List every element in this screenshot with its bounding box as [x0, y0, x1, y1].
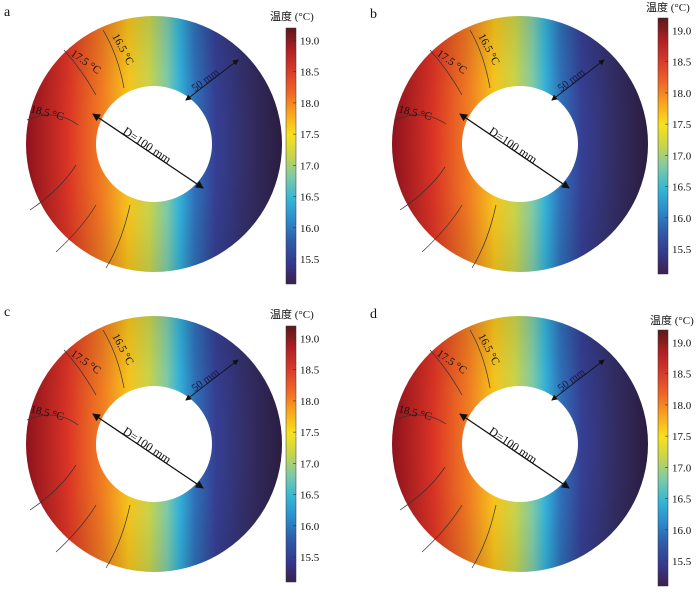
colorbar-tick-label: 15.5 — [300, 552, 320, 564]
thickness-arrow — [185, 59, 239, 101]
panel-letter: a — [4, 5, 11, 20]
colorbar-tick-label: 16.0 — [300, 223, 320, 235]
isotherm-18.5-upper — [26, 114, 79, 126]
colorbar-tick-label: 18.5 — [672, 369, 692, 381]
isotherm-17.5-lower — [55, 504, 97, 553]
colorbar-tick-label: 18.0 — [300, 396, 320, 408]
colorbar-tick-label: 18.5 — [300, 365, 320, 377]
diameter-arrow — [92, 413, 204, 489]
panel-letter: d — [370, 307, 377, 322]
panel-letter: b — [370, 7, 377, 22]
colorbar-scale — [657, 329, 669, 587]
isotherm-17.5-upper — [429, 349, 463, 396]
colorbar-title: 温度 (°C) — [650, 313, 694, 327]
diameter-arrow — [459, 413, 570, 489]
isotherm-18.5-upper — [394, 114, 447, 125]
colorbar-tick-label: 17.0 — [672, 462, 692, 474]
colorbar-tick-label: 15.5 — [672, 556, 692, 568]
isotherm-16.5-lower — [471, 204, 497, 269]
isotherm-17.5-lower — [421, 504, 463, 553]
isotherm-16.5-lower — [471, 504, 497, 569]
panel-a: a 18.5 °C 17.5 °C 16.5 °C D=100 mm 50 mm — [4, 5, 283, 272]
colorbar-tick-label: 17.5 — [300, 129, 320, 141]
panel-letter: c — [4, 305, 10, 320]
isotherm-17.5-lower — [421, 204, 463, 253]
colorbar-tick-label: 19.0 — [300, 333, 320, 345]
colorbar-tick-label: 16.0 — [672, 525, 692, 537]
colorbar-tick-label: 18.5 — [300, 67, 320, 79]
colorbar-tick-label: 16.0 — [672, 213, 692, 225]
isotherm-18.5-lower — [399, 466, 446, 511]
colorbar-scale — [285, 325, 297, 583]
colorbar-tick-label: 18.0 — [300, 98, 320, 110]
thickness-arrow — [551, 359, 605, 401]
isotherm-lines — [394, 329, 497, 569]
isotherm-18.5-lower — [29, 164, 77, 211]
colorbar-tick-label: 19.0 — [672, 25, 692, 37]
panel-c: c 18.5 °C 17.5 °C 16.5 °C D=100 mm 50 mm — [4, 305, 283, 572]
colorbar-tick-label: 17.0 — [300, 458, 320, 470]
isotherm-18.5-lower — [29, 464, 77, 511]
colorbar-scale — [657, 17, 669, 275]
colorbar-tick-label: 17.5 — [672, 119, 692, 131]
thickness-arrow — [551, 59, 605, 101]
isotherm-lines — [394, 29, 497, 269]
colorbar-tick-label: 16.5 — [672, 494, 692, 506]
isotherm-18.5-upper — [394, 414, 447, 425]
colorbar-tick-label: 16.5 — [672, 182, 692, 194]
isotherm-17.5-upper — [63, 349, 97, 396]
colorbar-tick-label: 15.5 — [300, 254, 320, 266]
isotherm-16.5-upper — [469, 329, 491, 389]
colorbar-tick-label: 18.5 — [672, 57, 692, 69]
isotherm-18.5-upper — [26, 414, 79, 426]
isotherm-16.5-lower — [105, 204, 131, 269]
colorbar-tick-label: 17.5 — [300, 427, 320, 439]
colorbar-a: 温度 (°C) 19.0 18.5 18.0 17.5 17.0 16.5 16.0 15.5 — [270, 9, 320, 285]
colorbar-scale — [285, 27, 297, 285]
colorbar-tick-label: 16.5 — [300, 192, 320, 204]
diameter-label: D=100 mm — [486, 124, 540, 167]
colorbar-title: 温度 (°C) — [270, 9, 314, 23]
isotherm-16.5-lower — [105, 504, 131, 569]
colorbar-tick-label: 18.0 — [672, 88, 692, 100]
colorbar-title: 温度 (°C) — [646, 0, 690, 14]
colorbar-tick-label: 16.0 — [300, 521, 320, 533]
diameter-arrow — [92, 113, 204, 189]
colorbar-tick-label: 17.0 — [300, 160, 320, 172]
isotherm-16.5-upper — [102, 29, 125, 89]
diameter-arrow — [459, 113, 570, 189]
colorbar-title: 温度 (°C) — [270, 307, 314, 321]
colorbar-c: 温度 (°C) 19.0 18.5 18.0 17.5 17.0 16.5 16.0 15.5 — [270, 307, 320, 583]
diameter-label: D=100 mm — [120, 124, 174, 167]
panel-b: b 18.5 °C 17.5 °C 16.5 °C D=100 mm 50 mm — [370, 7, 649, 272]
colorbar-tick-label: 19.0 — [672, 337, 692, 349]
colorbar-tick-label: 19.0 — [300, 35, 320, 47]
isotherm-16.5-upper — [102, 329, 125, 389]
isotherm-18.5-lower — [399, 166, 446, 211]
diameter-label: D=100 mm — [120, 424, 174, 467]
isotherm-17.5-upper — [429, 49, 463, 96]
colorbar-tick-label: 15.5 — [672, 244, 692, 256]
isotherm-lines — [26, 329, 131, 569]
isotherm-17.5-upper — [63, 49, 97, 96]
isotherm-lines — [26, 29, 131, 269]
colorbar-tick-label: 16.5 — [300, 490, 320, 502]
colorbar-tick-label: 18.0 — [672, 400, 692, 412]
colorbar-d: 温度 (°C) 19.0 18.5 18.0 17.5 17.0 16.5 16.0 15.5 — [650, 313, 694, 587]
colorbar-b: 温度 (°C) 19.0 18.5 18.0 17.5 17.0 16.5 16.0 15.5 — [646, 0, 692, 275]
colorbar-tick-label: 17.0 — [672, 150, 692, 162]
diameter-label: D=100 mm — [486, 424, 540, 467]
isotherm-16.5-upper — [469, 29, 491, 89]
colorbar-tick-label: 17.5 — [672, 431, 692, 443]
panel-d: d 18.5 °C 17.5 °C 16.5 °C D=100 mm 50 mm — [370, 307, 649, 572]
isotherm-17.5-lower — [55, 204, 97, 253]
thickness-arrow — [185, 359, 239, 401]
